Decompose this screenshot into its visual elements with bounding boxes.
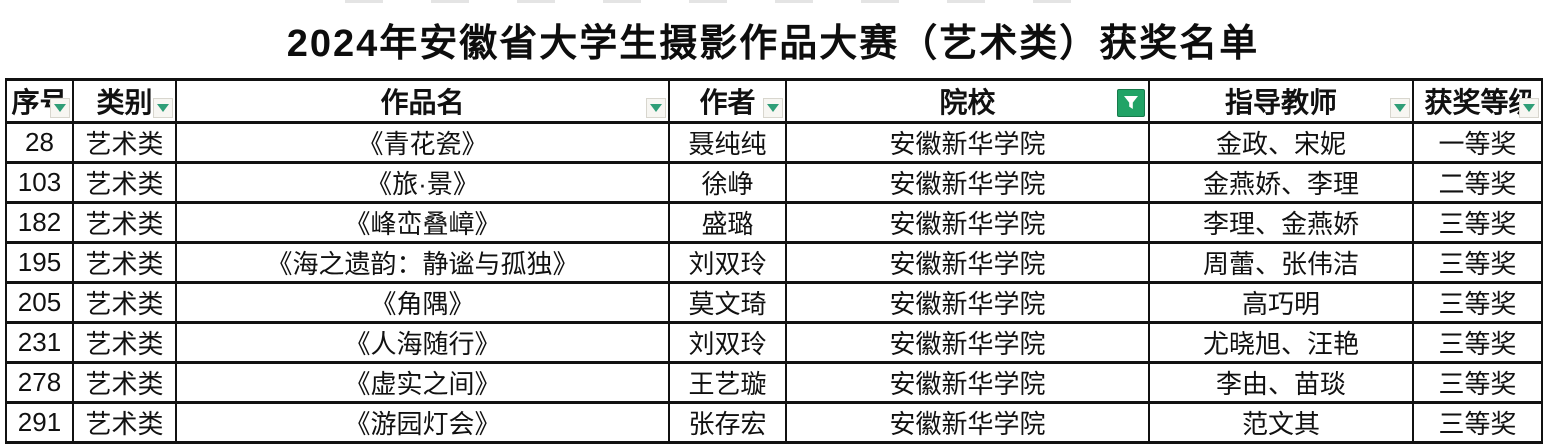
cell-category[interactable]: 艺术类 (72, 401, 177, 444)
cell-category[interactable]: 艺术类 (72, 161, 177, 204)
column-header-no[interactable]: 序号 (5, 78, 74, 124)
cell-author[interactable]: 聂纯纯 (668, 121, 787, 164)
cell-author[interactable]: 刘双玲 (668, 321, 787, 364)
cell-work[interactable]: 《旅·景》 (175, 161, 670, 204)
cell-award[interactable]: 三等奖 (1412, 201, 1543, 244)
cell-category[interactable]: 艺术类 (72, 121, 177, 164)
column-label: 作品名 (380, 87, 465, 118)
cell-school[interactable]: 安徽新华学院 (785, 161, 1150, 204)
chevron-down-icon (54, 104, 66, 112)
cell-no[interactable]: 103 (5, 161, 74, 204)
cell-advisors[interactable]: 高巧明 (1148, 281, 1414, 324)
cell-work[interactable]: 《虚实之间》 (175, 361, 670, 404)
cell-school[interactable]: 安徽新华学院 (785, 201, 1150, 244)
cell-award[interactable]: 三等奖 (1412, 241, 1543, 284)
column-label: 类别 (96, 87, 153, 118)
cell-no[interactable]: 231 (5, 321, 74, 364)
cell-work[interactable]: 《青花瓷》 (175, 121, 670, 164)
cell-no[interactable]: 195 (5, 241, 74, 284)
cell-category[interactable]: 艺术类 (72, 281, 177, 324)
cell-school[interactable]: 安徽新华学院 (785, 321, 1150, 364)
cell-work[interactable]: 《人海随行》 (175, 321, 670, 364)
cell-category[interactable]: 艺术类 (72, 201, 177, 244)
column-label: 院校 (939, 87, 996, 118)
cell-work[interactable]: 《角隅》 (175, 281, 670, 324)
table-row: 195 艺术类 《海之遗韵：静谧与孤独》 刘双玲 安徽新华学院 周蕾、张伟洁 三… (5, 241, 1543, 284)
column-header-advisors[interactable]: 指导教师 (1148, 78, 1414, 124)
cell-no[interactable]: 28 (5, 121, 74, 164)
cell-advisors[interactable]: 范文其 (1148, 401, 1414, 444)
filter-button-author[interactable] (763, 98, 783, 118)
table-row: 28 艺术类 《青花瓷》 聂纯纯 安徽新华学院 金政、宋妮 一等奖 (5, 121, 1543, 164)
cell-no[interactable]: 205 (5, 281, 74, 324)
cell-school[interactable]: 安徽新华学院 (785, 361, 1150, 404)
filter-button-work[interactable] (646, 98, 666, 118)
cell-author[interactable]: 盛璐 (668, 201, 787, 244)
cell-advisors[interactable]: 李理、金燕娇 (1148, 201, 1414, 244)
cell-author[interactable]: 莫文琦 (668, 281, 787, 324)
cell-award[interactable]: 二等奖 (1412, 161, 1543, 204)
cell-work[interactable]: 《海之遗韵：静谧与孤独》 (175, 241, 670, 284)
table-row: 291 艺术类 《游园灯会》 张存宏 安徽新华学院 范文其 三等奖 (5, 401, 1543, 444)
cell-author[interactable]: 刘双玲 (668, 241, 787, 284)
filter-button-category[interactable] (153, 98, 173, 118)
column-header-author[interactable]: 作者 (668, 78, 787, 124)
cell-school[interactable]: 安徽新华学院 (785, 121, 1150, 164)
awards-table: 序号 类别 作品名 作者 院校 (5, 78, 1543, 444)
cell-award[interactable]: 三等奖 (1412, 281, 1543, 324)
cell-advisors[interactable]: 周蕾、张伟洁 (1148, 241, 1414, 284)
column-header-category[interactable]: 类别 (72, 78, 177, 124)
filter-button-award[interactable] (1519, 98, 1539, 118)
cell-award[interactable]: 一等奖 (1412, 121, 1543, 164)
column-header-award[interactable]: 获奖等级 (1412, 78, 1543, 124)
cell-award[interactable]: 三等奖 (1412, 401, 1543, 444)
sheet-title: 2024年安徽省大学生摄影作品大赛（艺术类）获奖名单 (286, 22, 1260, 65)
cell-advisors[interactable]: 金燕娇、李理 (1148, 161, 1414, 204)
cell-work[interactable]: 《游园灯会》 (175, 401, 670, 444)
cell-author[interactable]: 徐峥 (668, 161, 787, 204)
chevron-down-icon (767, 104, 779, 112)
table-row: 103 艺术类 《旅·景》 徐峥 安徽新华学院 金燕娇、李理 二等奖 (5, 161, 1543, 204)
cell-author[interactable]: 张存宏 (668, 401, 787, 444)
header-row: 序号 类别 作品名 作者 院校 (5, 78, 1543, 124)
cell-no[interactable]: 278 (5, 361, 74, 404)
clipped-row-artifact (345, 0, 1090, 3)
table-row: 278 艺术类 《虚实之间》 王艺璇 安徽新华学院 李由、苗琰 三等奖 (5, 361, 1543, 404)
cell-school[interactable]: 安徽新华学院 (785, 281, 1150, 324)
chevron-down-icon (157, 104, 169, 112)
chevron-down-icon (1523, 104, 1535, 112)
cell-award[interactable]: 三等奖 (1412, 361, 1543, 404)
chevron-down-icon (650, 104, 662, 112)
cell-advisors[interactable]: 尤晓旭、汪艳 (1148, 321, 1414, 364)
column-header-school[interactable]: 院校 (785, 78, 1150, 124)
filter-button-no[interactable] (50, 98, 70, 118)
cell-school[interactable]: 安徽新华学院 (785, 401, 1150, 444)
cell-advisors[interactable]: 李由、苗琰 (1148, 361, 1414, 404)
funnel-icon (1124, 96, 1138, 109)
cell-work[interactable]: 《峰峦叠嶂》 (175, 201, 670, 244)
cell-no[interactable]: 182 (5, 201, 74, 244)
column-header-work[interactable]: 作品名 (175, 78, 670, 124)
table-row: 205 艺术类 《角隅》 莫文琦 安徽新华学院 高巧明 三等奖 (5, 281, 1543, 324)
cell-school[interactable]: 安徽新华学院 (785, 241, 1150, 284)
column-label: 获奖等级 (1424, 87, 1531, 118)
cell-category[interactable]: 艺术类 (72, 321, 177, 364)
filter-button-school-active[interactable] (1117, 89, 1145, 117)
cell-category[interactable]: 艺术类 (72, 361, 177, 404)
cell-advisors[interactable]: 金政、宋妮 (1148, 121, 1414, 164)
column-label: 作者 (699, 87, 756, 118)
cell-author[interactable]: 王艺璇 (668, 361, 787, 404)
table-row: 231 艺术类 《人海随行》 刘双玲 安徽新华学院 尤晓旭、汪艳 三等奖 (5, 321, 1543, 364)
cell-no[interactable]: 291 (5, 401, 74, 444)
filter-button-advisors[interactable] (1390, 98, 1410, 118)
table-row: 182 艺术类 《峰峦叠嶂》 盛璐 安徽新华学院 李理、金燕娇 三等奖 (5, 201, 1543, 244)
cell-category[interactable]: 艺术类 (72, 241, 177, 284)
cell-award[interactable]: 三等奖 (1412, 321, 1543, 364)
column-label: 指导教师 (1224, 87, 1337, 118)
chevron-down-icon (1394, 104, 1406, 112)
